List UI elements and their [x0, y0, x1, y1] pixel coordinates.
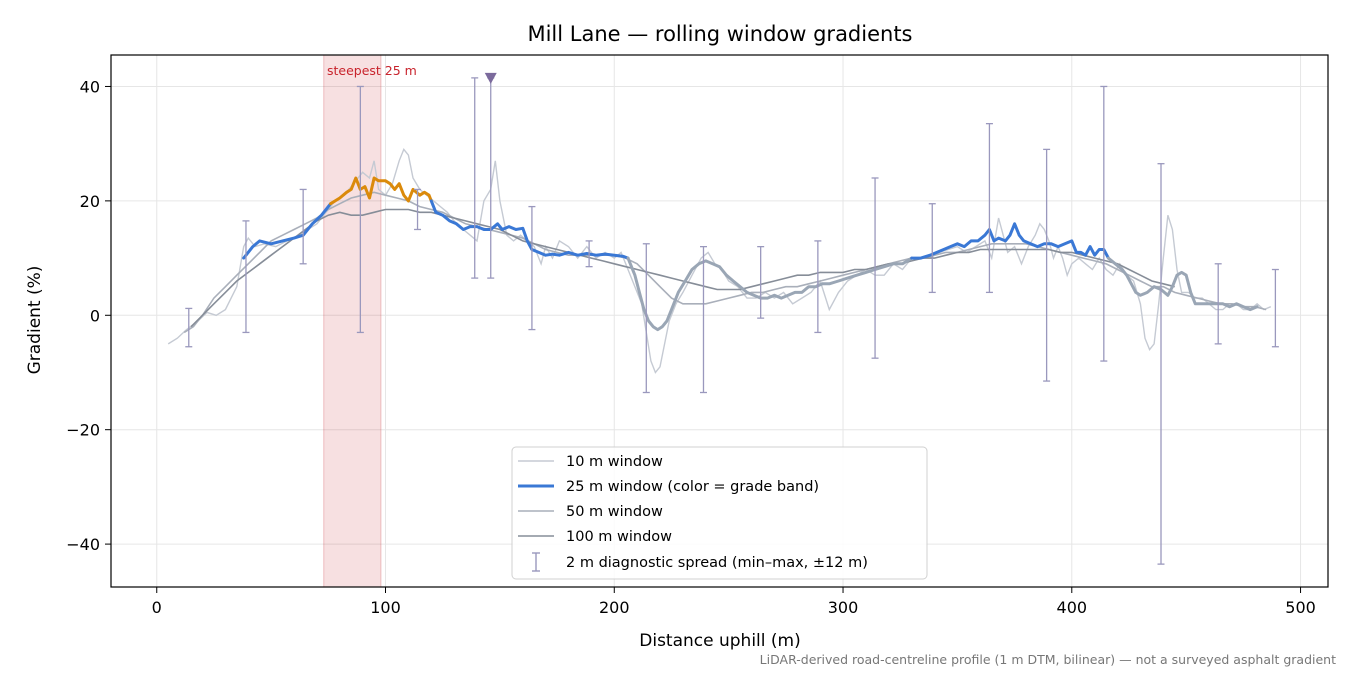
x-tick-label: 0	[152, 598, 162, 617]
diagnostic-spread-bar	[1214, 263, 1222, 345]
x-tick-label: 500	[1285, 598, 1316, 617]
diagnostic-spread-bar	[414, 188, 422, 231]
x-tick-label: 300	[828, 598, 859, 617]
diagnostic-spread-bar	[356, 85, 364, 334]
x-tick-label: 400	[1057, 598, 1088, 617]
diagnostic-spread-bar	[585, 240, 593, 268]
diagnostic-spread-bar	[471, 77, 479, 279]
diagnostic-spread-bar	[871, 177, 879, 359]
y-tick-label: 20	[80, 192, 100, 211]
diagnostic-spread-bar	[299, 188, 307, 265]
diagnostic-spread-bar	[185, 307, 193, 348]
diagnostic-spread-bar	[528, 205, 536, 331]
legend-swatch-spread	[532, 552, 540, 572]
diagnostic-spread-bar	[928, 203, 936, 294]
diagnostic-spread-bar	[985, 122, 993, 294]
plot-frame	[110, 54, 1329, 588]
series-25m-segment	[910, 222, 1110, 260]
x-tick-label: 200	[599, 598, 630, 617]
legend-label-25m: 25 m window (color = grade band)	[566, 479, 819, 495]
footnote: LiDAR-derived road-centreline profile (1…	[760, 652, 1336, 667]
diagnostic-spread-bar	[814, 240, 822, 334]
diagnostic-spread-bar	[757, 245, 765, 319]
legend-label-10m: 10 m window	[566, 454, 663, 470]
series-layer	[167, 148, 1272, 374]
legend: 10 m window 25 m window (color = grade b…	[511, 446, 928, 580]
steepest-annotation: steepest 25 m	[327, 63, 417, 78]
y-axis-label: Gradient (%)	[25, 266, 45, 375]
legend-box	[511, 446, 928, 580]
diagnostic-spread-bar	[1271, 268, 1279, 348]
grid	[111, 55, 1328, 587]
diagnostic-spread-bar	[699, 245, 707, 394]
series-25m-segment	[429, 199, 630, 260]
series-100m-line	[190, 208, 1175, 328]
steepest-span-layer	[323, 54, 382, 588]
steepest-span	[323, 54, 382, 588]
y-tick-label: −20	[66, 421, 100, 440]
series-25m-segment	[626, 256, 914, 332]
x-tick-label: 100	[370, 598, 401, 617]
y-tick-label: −40	[66, 535, 100, 554]
series-25m-segment	[242, 202, 333, 260]
diagnostic-spread-bar	[1100, 85, 1108, 362]
diagnostic-spread-bar	[642, 243, 650, 394]
steepest-marker-icon	[484, 72, 497, 84]
legend-label-100m: 100 m window	[566, 529, 672, 545]
x-axis-label: Distance uphill (m)	[639, 631, 800, 651]
diagnostic-spread-bar	[1157, 163, 1165, 565]
y-tick-label: 40	[80, 77, 100, 96]
legend-label-spread: 2 m diagnostic spread (min–max, ±12 m)	[566, 555, 868, 571]
marker-layer	[484, 72, 497, 84]
chart-title: Mill Lane — rolling window gradients	[527, 22, 912, 46]
axis-ticks: 0 100 200 300 400 500 −40 −20 0 20 40	[66, 77, 1316, 617]
diagnostic-spread-bar	[1043, 148, 1051, 382]
diagnostic-spread-layer	[185, 77, 1279, 565]
series-25m-segment	[1106, 256, 1259, 312]
y-tick-label: 0	[90, 306, 100, 325]
legend-label-50m: 50 m window	[566, 504, 663, 520]
diagnostic-spread-bar	[242, 220, 250, 334]
